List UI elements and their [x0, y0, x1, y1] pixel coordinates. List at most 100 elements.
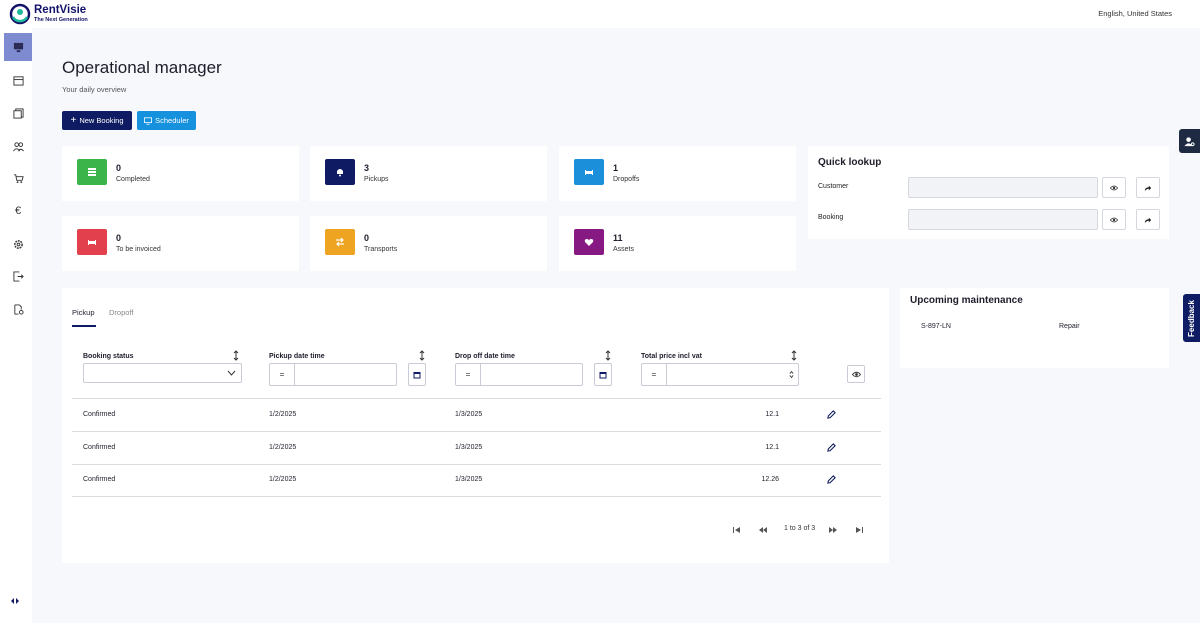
- dropoff-date-filter[interactable]: =: [455, 363, 583, 386]
- equals-operator[interactable]: =: [456, 364, 481, 385]
- pencil-icon[interactable]: [827, 410, 836, 419]
- sidebar-item-dashboard[interactable]: [4, 33, 32, 61]
- dashboard-icon: [13, 42, 23, 52]
- sidebar-item-documents[interactable]: [4, 99, 32, 127]
- last-page-icon[interactable]: [854, 526, 864, 534]
- scheduler-button[interactable]: Scheduler: [137, 111, 196, 130]
- first-page-icon[interactable]: [732, 526, 742, 534]
- share-arrow-icon: [1144, 217, 1152, 223]
- stat-label: Pickups: [364, 176, 389, 183]
- sidebar-item-file-settings[interactable]: [4, 295, 32, 323]
- number-spinner-icon[interactable]: [789, 370, 794, 379]
- column-header-pickup-date-time[interactable]: Pickup date time: [269, 353, 325, 360]
- pickup-calendar-button[interactable]: [408, 363, 426, 386]
- share-arrow-icon: [1144, 185, 1152, 191]
- booking-open-button[interactable]: [1136, 209, 1160, 230]
- column-header-total-price[interactable]: Total price incl vat: [641, 353, 702, 360]
- expand-sidebar-icon[interactable]: [10, 597, 20, 605]
- sort-icon[interactable]: [605, 350, 611, 361]
- stat-value: 1: [613, 163, 619, 173]
- cell-dropoff-date: 1/3/2025: [455, 411, 483, 418]
- table-divider: [72, 431, 881, 432]
- app-name: RentVisie: [34, 4, 87, 16]
- new-booking-button[interactable]: + New Booking: [62, 111, 132, 130]
- eye-icon: [851, 371, 861, 377]
- stat-card-assets[interactable]: 11 Assets: [559, 216, 796, 271]
- page-title: Operational manager: [62, 58, 222, 77]
- cell-pickup-date: 1/2/2025: [269, 411, 297, 418]
- stat-value: 0: [364, 233, 370, 243]
- table-divider: [72, 398, 881, 399]
- sidebar: €: [0, 28, 32, 623]
- eye-icon: [1110, 185, 1118, 190]
- stat-card-to-be-invoiced[interactable]: 0 To be invoiced: [62, 216, 299, 271]
- plus-icon: +: [70, 114, 77, 126]
- chevron-down-icon: [227, 370, 236, 376]
- monitor-icon: [144, 116, 153, 125]
- sort-icon[interactable]: [233, 350, 239, 361]
- bookings-panel: Pickup Dropoff Booking status Pickup dat…: [62, 288, 889, 563]
- language-selector[interactable]: English, United States: [1098, 9, 1172, 18]
- customer-lookup-input[interactable]: [908, 177, 1098, 198]
- cell-booking-status: Confirmed: [83, 411, 116, 418]
- equals-operator[interactable]: =: [270, 364, 295, 385]
- stat-card-pickups[interactable]: 3 Pickups: [310, 146, 547, 201]
- active-tab-indicator: [72, 325, 96, 327]
- maintenance-asset: S-897-LN: [921, 323, 951, 330]
- column-header-booking-status[interactable]: Booking status: [83, 353, 134, 360]
- table-divider: [72, 496, 881, 497]
- customer-open-button[interactable]: [1136, 177, 1160, 198]
- sidebar-item-users[interactable]: [4, 132, 32, 160]
- customer-view-button[interactable]: [1102, 177, 1126, 198]
- cell-total-price: 12.26: [761, 476, 779, 483]
- sort-icon[interactable]: [791, 350, 797, 361]
- column-visibility-button[interactable]: [847, 365, 865, 383]
- pickup-date-filter[interactable]: =: [269, 363, 397, 386]
- stat-value: 0: [116, 233, 122, 243]
- stat-value: 11: [613, 233, 623, 243]
- equals-operator[interactable]: =: [642, 364, 667, 385]
- tab-dropoff[interactable]: Dropoff: [109, 308, 134, 317]
- dropoff-calendar-button[interactable]: [594, 363, 612, 386]
- top-bar: RentVisie The Next Generation English, U…: [0, 0, 1200, 28]
- pencil-icon[interactable]: [827, 443, 836, 452]
- calendar-icon: [599, 371, 607, 378]
- cell-pickup-date: 1/2/2025: [269, 444, 297, 451]
- next-page-icon[interactable]: [828, 526, 838, 534]
- previous-page-icon[interactable]: [758, 526, 768, 534]
- bed-icon: [574, 159, 604, 185]
- euro-icon: €: [14, 205, 22, 217]
- cell-booking-status: Confirmed: [83, 476, 116, 483]
- stat-card-transports[interactable]: 0 Transports: [310, 216, 547, 271]
- calendar-icon: [12, 75, 24, 86]
- booking-status-filter[interactable]: [83, 363, 242, 383]
- cell-dropoff-date: 1/3/2025: [455, 476, 483, 483]
- app-logo[interactable]: RentVisie The Next Generation: [9, 3, 88, 25]
- sidebar-item-cart[interactable]: [4, 164, 32, 192]
- feedback-button[interactable]: Feedback: [1183, 294, 1200, 342]
- sidebar-item-logout[interactable]: [4, 262, 32, 290]
- sidebar-item-finance[interactable]: €: [4, 197, 32, 225]
- stat-label: Dropoffs: [613, 176, 640, 183]
- sort-icon[interactable]: [419, 350, 425, 361]
- stat-label: Transports: [364, 246, 398, 253]
- settings-icon: [13, 239, 23, 249]
- pencil-icon[interactable]: [827, 475, 836, 484]
- stat-card-dropoffs[interactable]: 1 Dropoffs: [559, 146, 796, 201]
- booking-lookup-input[interactable]: [908, 209, 1098, 230]
- stat-card-completed[interactable]: 0 Completed: [62, 146, 299, 201]
- bed-icon: [77, 229, 107, 255]
- sidebar-item-calendar[interactable]: [4, 66, 32, 94]
- upcoming-maintenance-panel: Upcoming maintenance S-897-LN Repair: [900, 288, 1169, 368]
- user-panel-toggle[interactable]: [1179, 129, 1200, 153]
- calendar-icon: [413, 371, 421, 378]
- total-price-filter[interactable]: =: [641, 363, 799, 386]
- tab-pickup[interactable]: Pickup: [72, 308, 95, 317]
- booking-view-button[interactable]: [1102, 209, 1126, 230]
- pagination-status: 1 to 3 of 3: [784, 525, 816, 532]
- bell-icon: [325, 159, 355, 185]
- sidebar-item-settings[interactable]: [4, 230, 32, 258]
- stat-label: To be invoiced: [116, 246, 161, 253]
- stat-value: 3: [364, 163, 370, 173]
- column-header-drop-off-date-time[interactable]: Drop off date time: [455, 353, 515, 360]
